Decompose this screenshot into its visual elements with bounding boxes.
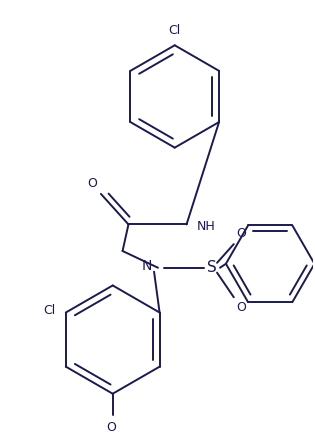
Text: O: O [106,421,116,434]
Text: O: O [237,301,247,314]
Text: S: S [207,260,217,275]
Text: O: O [237,227,247,240]
Text: O: O [87,177,97,190]
Text: Cl: Cl [169,24,181,37]
Text: Cl: Cl [44,304,56,317]
Text: NH: NH [196,220,215,233]
Text: N: N [142,259,152,273]
